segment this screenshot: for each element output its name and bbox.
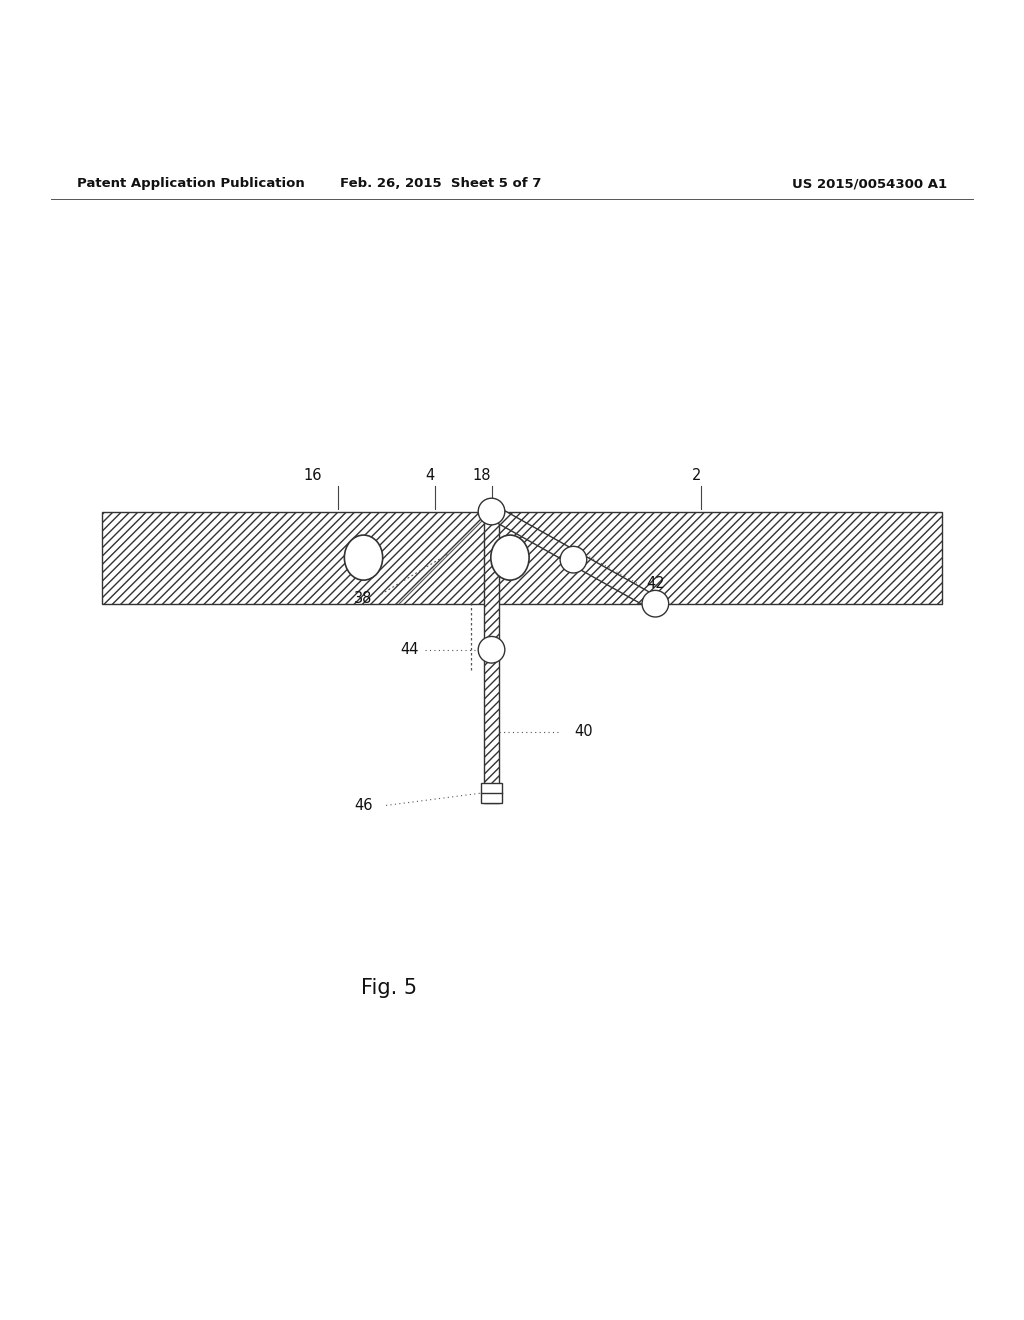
- Text: US 2015/0054300 A1: US 2015/0054300 A1: [793, 177, 947, 190]
- Text: Fig. 5: Fig. 5: [361, 978, 417, 998]
- Bar: [484, 512, 499, 804]
- Text: 18: 18: [472, 469, 490, 483]
- Text: 44: 44: [400, 643, 419, 657]
- Ellipse shape: [490, 535, 529, 579]
- Bar: [102, 512, 942, 603]
- Text: 46: 46: [354, 797, 373, 813]
- Text: 38: 38: [354, 591, 373, 606]
- Text: Feb. 26, 2015  Sheet 5 of 7: Feb. 26, 2015 Sheet 5 of 7: [340, 177, 541, 190]
- Circle shape: [478, 636, 505, 663]
- Text: 2: 2: [691, 469, 701, 483]
- Text: Patent Application Publication: Patent Application Publication: [77, 177, 304, 190]
- Circle shape: [642, 590, 669, 616]
- Text: 40: 40: [574, 725, 593, 739]
- Text: 42: 42: [646, 576, 665, 591]
- Bar: [481, 783, 502, 804]
- Polygon shape: [488, 506, 658, 610]
- Circle shape: [560, 546, 587, 573]
- Text: 16: 16: [303, 469, 322, 483]
- Ellipse shape: [344, 535, 383, 579]
- Text: 4: 4: [425, 469, 435, 483]
- Circle shape: [478, 498, 505, 525]
